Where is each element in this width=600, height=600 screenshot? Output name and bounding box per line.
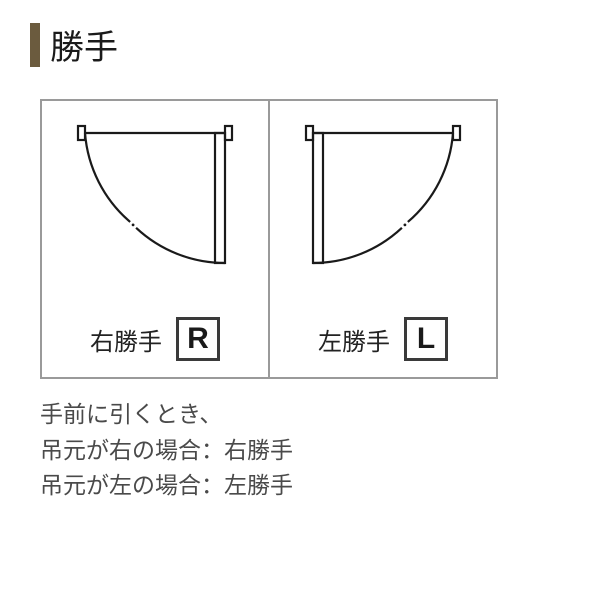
code-box: R <box>176 317 220 361</box>
note-line: 吊元が右の場合：右勝手 <box>40 433 570 469</box>
panel-caption: 左勝手 L <box>270 317 496 361</box>
note-line: 吊元が左の場合：左勝手 <box>40 468 570 504</box>
caption-text: 右勝手 <box>90 322 162 357</box>
note-line: 手前に引くとき、 <box>40 397 570 433</box>
section-heading: 勝手 <box>30 20 570 69</box>
panel-right-hand: 右勝手 R <box>40 99 270 379</box>
panel-caption: 右勝手 R <box>42 317 268 361</box>
panel-left-hand: 左勝手 L <box>268 99 498 379</box>
heading-text: 勝手 <box>50 20 118 69</box>
panel-row: 右勝手 R 左勝手 L <box>40 99 570 379</box>
caption-text: 左勝手 <box>318 322 390 357</box>
code-box: L <box>404 317 448 361</box>
accent-bar <box>30 23 40 67</box>
notes-block: 手前に引くとき、吊元が右の場合：右勝手吊元が左の場合：左勝手 <box>40 397 570 504</box>
